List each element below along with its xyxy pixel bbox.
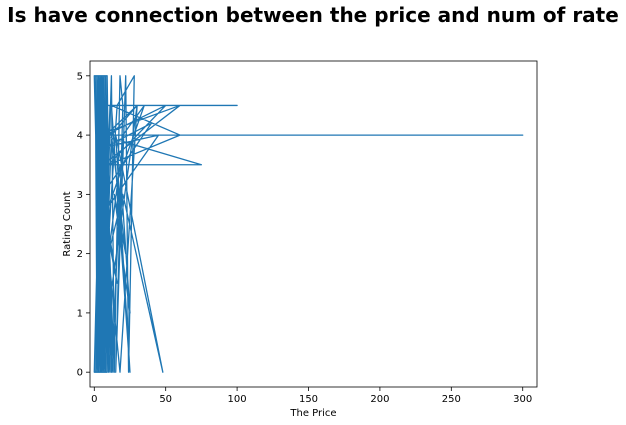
x-tick-label: 300 <box>513 394 532 405</box>
y-tick-label: 2 <box>77 249 83 260</box>
x-tick-label: 50 <box>159 394 172 405</box>
y-tick-label: 1 <box>77 308 83 319</box>
x-tick-label: 250 <box>442 394 461 405</box>
y-axis-ticks: 0 1 2 3 4 5 <box>77 71 90 379</box>
y-tick-label: 3 <box>77 190 83 201</box>
series-line-0 <box>93 75 524 373</box>
x-tick-label: 200 <box>370 394 389 405</box>
plot-area <box>93 75 524 373</box>
y-tick-label: 0 <box>77 368 83 379</box>
y-axis-label: Rating Count <box>62 191 73 256</box>
x-axis-ticks: 0 50 100 150 200 250 300 <box>91 387 532 405</box>
y-tick-label: 4 <box>77 131 83 142</box>
y-tick-label: 5 <box>77 71 83 82</box>
x-tick-label: 0 <box>91 394 97 405</box>
axes-frame <box>89 60 538 388</box>
x-axis-label: The Price <box>289 408 336 419</box>
chart-title: Is have connection between the price and… <box>7 3 619 27</box>
x-tick-label: 150 <box>299 394 318 405</box>
x-tick-label: 100 <box>228 394 247 405</box>
